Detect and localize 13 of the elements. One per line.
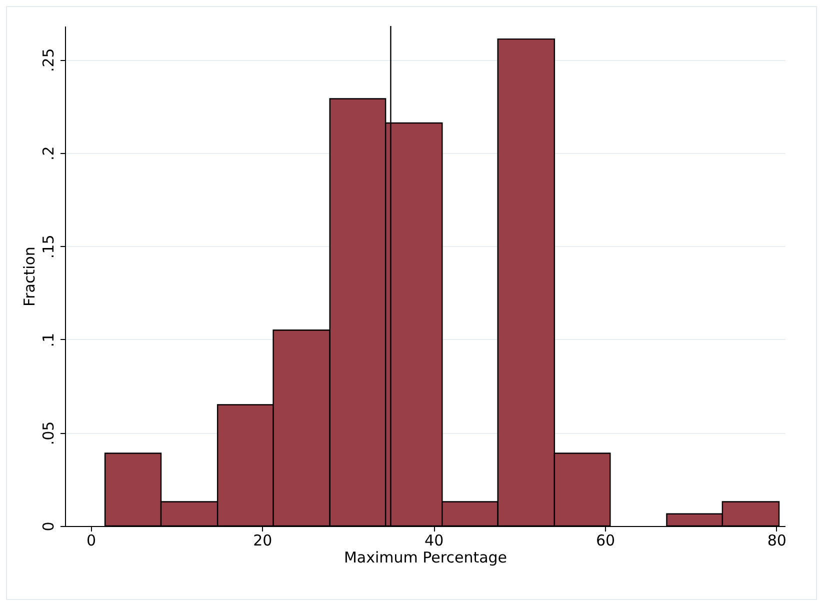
x-tick-label: 20 [253,532,272,550]
x-tick-label: 60 [596,532,616,550]
y-axis-title: Fraction [20,246,38,306]
x-tick-label: 40 [424,532,444,550]
x-axis-title: Maximum Percentage [344,548,508,566]
y-tick-label: .15 [40,234,58,259]
y-tick-label: .25 [40,48,58,72]
x-tick-label: 0 [86,532,96,550]
y-tick-label: 0 [40,522,58,532]
y-tick-label: .1 [40,332,58,348]
x-tick-label: 80 [767,532,786,550]
y-tick-label: .2 [40,146,58,161]
y-tick-label: .05 [40,421,58,446]
